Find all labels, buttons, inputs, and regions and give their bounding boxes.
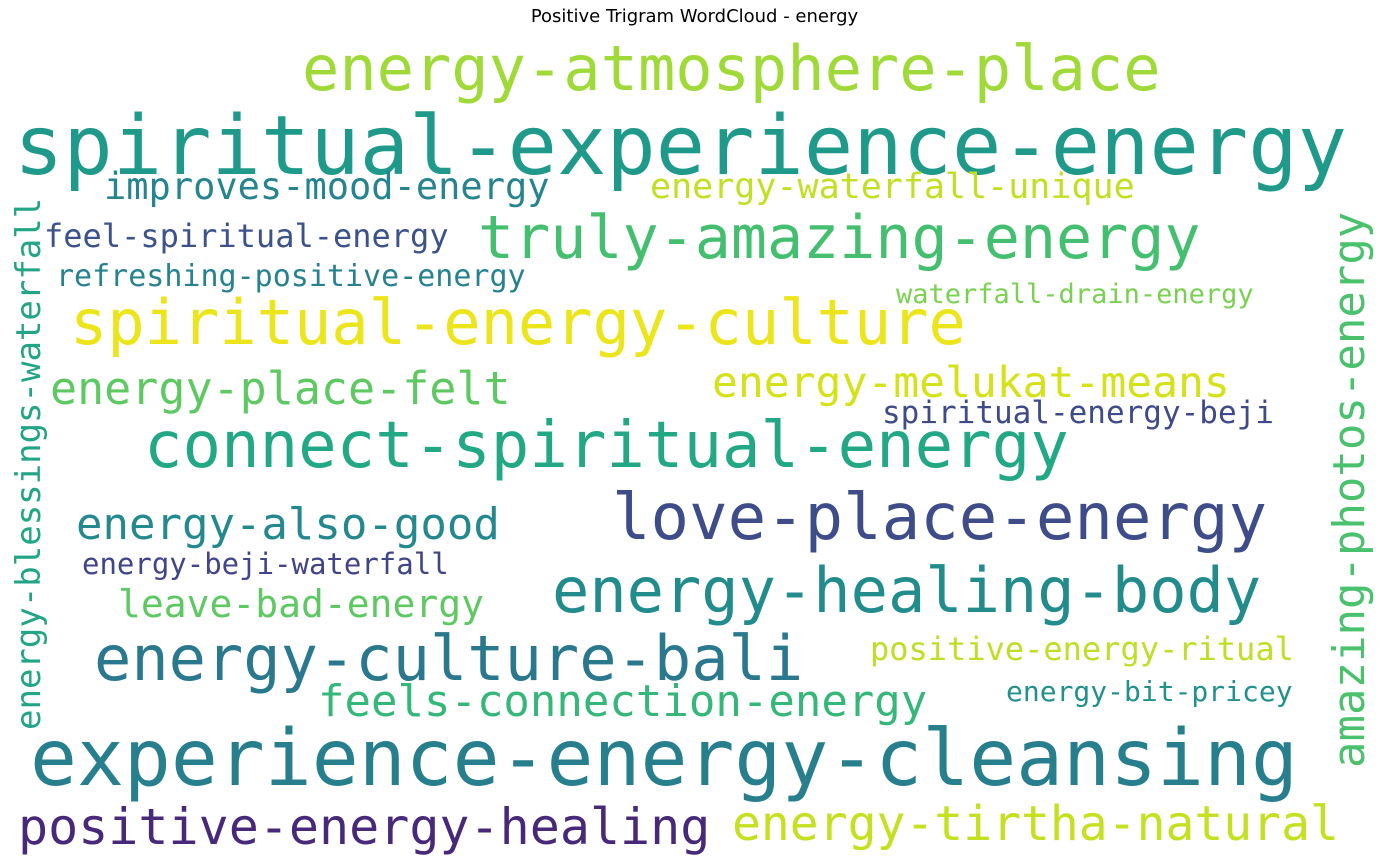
chart-title: Positive Trigram WordCloud - energy [530, 6, 859, 27]
word-energy-bit-pricey: energy-bit-pricey [1006, 675, 1293, 708]
word-refreshing-positive-energy: refreshing-positive-energy [56, 259, 526, 294]
word-energy-blessings-waterfall: energy-blessings-waterfall [9, 197, 49, 730]
word-energy-melukat-means: energy-melukat-means [712, 358, 1230, 408]
word-energy-atmosphere-place: energy-atmosphere-place [302, 32, 1161, 105]
word-energy-waterfall-unique: energy-waterfall-unique [650, 167, 1135, 207]
word-connect-spiritual-energy: connect-spiritual-energy [144, 409, 1069, 483]
word-spiritual-experience-energy: spiritual-experience-energy [14, 99, 1347, 194]
word-waterfall-drain-energy: waterfall-drain-energy [896, 279, 1254, 310]
word-energy-tirtha-natural: energy-tirtha-natural [732, 796, 1339, 852]
word-truly-amazing-energy: truly-amazing-energy [478, 203, 1201, 273]
word-experience-energy-cleansing: experience-energy-cleansing [30, 714, 1298, 804]
word-amazing-photos-energy: amazing-photos-energy [1324, 211, 1375, 768]
word-positive-energy-healing: positive-energy-healing [18, 798, 711, 856]
word-feels-connection-energy: feels-connection-energy [318, 676, 928, 727]
word-spiritual-energy-culture: spiritual-energy-culture [70, 286, 966, 359]
word-positive-energy-ritual: positive-energy-ritual [870, 630, 1294, 668]
word-spiritual-energy-beji: spiritual-energy-beji [882, 395, 1274, 431]
word-energy-beji-waterfall: energy-beji-waterfall [82, 547, 449, 581]
word-love-place-energy: love-place-energy [612, 481, 1268, 555]
word-leave-bad-energy: leave-bad-energy [118, 582, 485, 626]
word-feel-spiritual-energy: feel-spiritual-energy [44, 217, 449, 255]
word-energy-also-good: energy-also-good [76, 499, 500, 550]
word-improves-mood-energy: improves-mood-energy [104, 165, 550, 208]
word-energy-culture-bali: energy-culture-bali [94, 622, 804, 695]
word-energy-healing-body: energy-healing-body [552, 554, 1262, 627]
word-energy-place-felt: energy-place-felt [50, 362, 511, 415]
